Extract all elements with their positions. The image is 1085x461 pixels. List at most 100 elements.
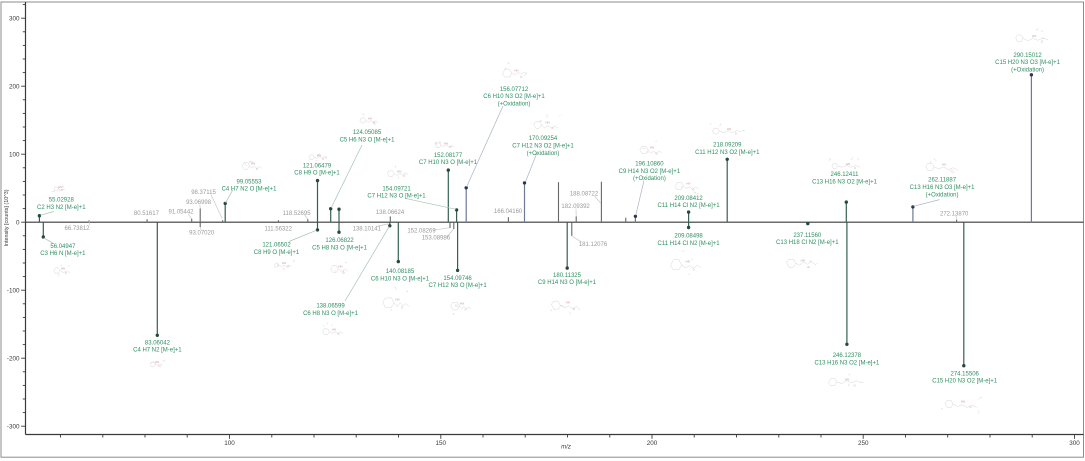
svg-text:O: O bbox=[401, 306, 404, 310]
svg-text:O: O bbox=[693, 268, 696, 272]
svg-text:83.06042: 83.06042 bbox=[145, 340, 171, 346]
svg-text:93.07020: 93.07020 bbox=[189, 231, 215, 237]
svg-text:HN: HN bbox=[942, 162, 946, 166]
svg-text:HN: HN bbox=[650, 145, 654, 149]
svg-text:O: O bbox=[655, 151, 658, 155]
svg-text:C11 H14 Cl N2 [M-e]+1: C11 H14 Cl N2 [M-e]+1 bbox=[658, 203, 721, 209]
svg-text:HN: HN bbox=[727, 127, 731, 131]
svg-text:C4 H7 N2 O [M-e]+1: C4 H7 N2 O [M-e]+1 bbox=[222, 187, 278, 193]
svg-text:O: O bbox=[337, 332, 340, 336]
svg-text:O: O bbox=[61, 188, 64, 192]
svg-text:196.10860: 196.10860 bbox=[635, 162, 664, 168]
svg-text:HN: HN bbox=[338, 264, 342, 268]
svg-text:C5 H8 N3 O [M-e]+1: C5 H8 N3 O [M-e]+1 bbox=[312, 245, 368, 251]
svg-text:HN: HN bbox=[282, 261, 286, 265]
svg-text:C3 H6 N [M-e]+1: C3 H6 N [M-e]+1 bbox=[40, 251, 86, 257]
svg-text:121.06502: 121.06502 bbox=[262, 243, 291, 249]
svg-text:O: O bbox=[520, 75, 523, 79]
svg-text:C8 H9 O [M-e]+1: C8 H9 O [M-e]+1 bbox=[254, 250, 300, 256]
svg-text:C2 H3 N2 [M-e]+1: C2 H3 N2 [M-e]+1 bbox=[37, 205, 86, 211]
svg-text:140.08185: 140.08185 bbox=[386, 269, 415, 275]
svg-text:274.15506: 274.15506 bbox=[951, 371, 980, 377]
svg-text:O: O bbox=[322, 157, 325, 161]
svg-text:O: O bbox=[373, 121, 376, 125]
svg-text:O: O bbox=[1041, 39, 1044, 43]
svg-text:O: O bbox=[950, 168, 953, 172]
svg-text:C7 H12 N3 O [M-e]+1: C7 H12 N3 O [M-e]+1 bbox=[367, 194, 426, 200]
svg-text:138.06599: 138.06599 bbox=[316, 304, 345, 310]
svg-text:(+Oxidation): (+Oxidation) bbox=[498, 101, 531, 107]
svg-text:HN: HN bbox=[444, 141, 448, 145]
svg-text:O: O bbox=[854, 166, 857, 170]
svg-text:O: O bbox=[256, 167, 259, 171]
svg-text:56.04947: 56.04947 bbox=[50, 244, 76, 250]
svg-text:138.06624: 138.06624 bbox=[376, 210, 405, 216]
svg-text:C9 H14 N3 O2 [M-e]+1: C9 H14 N3 O2 [M-e]+1 bbox=[619, 169, 681, 175]
svg-text:(+Oxidation): (+Oxidation) bbox=[1011, 67, 1044, 73]
svg-text:121.06479: 121.06479 bbox=[303, 163, 332, 169]
svg-text:C15 H20 N3 O3 [M-e]+1: C15 H20 N3 O3 [M-e]+1 bbox=[995, 60, 1061, 66]
svg-text:290.15012: 290.15012 bbox=[1013, 53, 1042, 59]
svg-text:HN: HN bbox=[251, 161, 255, 165]
svg-text:300: 300 bbox=[1069, 440, 1080, 447]
svg-text:HN: HN bbox=[368, 116, 372, 120]
svg-text:250: 250 bbox=[858, 440, 869, 447]
svg-text:HN: HN bbox=[317, 153, 321, 157]
svg-text:O: O bbox=[342, 270, 345, 274]
svg-text:HN: HN bbox=[332, 327, 336, 331]
svg-text:80.51617: 80.51617 bbox=[134, 211, 160, 217]
svg-text:HN: HN bbox=[801, 258, 805, 262]
svg-text:-100: -100 bbox=[7, 287, 20, 294]
svg-text:HN: HN bbox=[155, 360, 159, 364]
svg-text:(+Oxidation): (+Oxidation) bbox=[633, 176, 666, 182]
svg-text:55.02928: 55.02928 bbox=[49, 198, 75, 204]
svg-text:152.08177: 152.08177 bbox=[434, 153, 463, 159]
svg-text:C5 H6 N3 O [M-e]+1: C5 H6 N3 O [M-e]+1 bbox=[340, 137, 396, 143]
svg-text:C7 H10 N3 O [M-e]+1: C7 H10 N3 O [M-e]+1 bbox=[419, 160, 478, 166]
svg-text:Intensity [counts] (10^3): Intensity [counts] (10^3) bbox=[4, 189, 10, 246]
svg-text:237.11560: 237.11560 bbox=[793, 233, 822, 239]
svg-text:66.73812: 66.73812 bbox=[64, 226, 90, 232]
svg-text:154.09721: 154.09721 bbox=[382, 186, 411, 192]
svg-text:C11 H12 N3 O2 [M-e]+1: C11 H12 N3 O2 [M-e]+1 bbox=[695, 150, 760, 156]
svg-text:166.04160: 166.04160 bbox=[494, 209, 523, 215]
svg-text:C13 H16 N3 O2 [M-e]+1: C13 H16 N3 O2 [M-e]+1 bbox=[812, 180, 878, 186]
svg-text:209.08498: 209.08498 bbox=[674, 234, 703, 240]
svg-text:150: 150 bbox=[436, 440, 447, 447]
svg-text:(+Oxidation): (+Oxidation) bbox=[926, 192, 959, 198]
svg-text:0: 0 bbox=[16, 219, 20, 226]
svg-text:118.52695: 118.52695 bbox=[283, 211, 312, 217]
svg-text:(+Oxidation): (+Oxidation) bbox=[527, 151, 560, 157]
svg-text:C6 H10 N3 O [M-e]+1: C6 H10 N3 O [M-e]+1 bbox=[371, 277, 430, 283]
svg-text:154.09746: 154.09746 bbox=[443, 276, 472, 282]
svg-text:182.09392: 182.09392 bbox=[561, 204, 590, 210]
svg-text:153.08986: 153.08986 bbox=[422, 236, 451, 242]
svg-text:HN: HN bbox=[460, 301, 464, 305]
svg-text:209.08412: 209.08412 bbox=[674, 196, 703, 202]
svg-text:O: O bbox=[808, 265, 811, 269]
svg-text:HN: HN bbox=[61, 266, 65, 270]
svg-text:O: O bbox=[735, 132, 738, 136]
svg-text:246.12411: 246.12411 bbox=[831, 172, 860, 178]
svg-text:O: O bbox=[65, 271, 68, 275]
svg-text:156.07712: 156.07712 bbox=[500, 87, 529, 93]
svg-text:C13 H18 Cl N2 [M-e]+1: C13 H18 Cl N2 [M-e]+1 bbox=[776, 240, 839, 246]
svg-text:272.13870: 272.13870 bbox=[940, 212, 969, 218]
svg-text:218.09209: 218.09209 bbox=[713, 143, 742, 149]
svg-text:m/z: m/z bbox=[561, 445, 571, 451]
svg-text:C9 H14 N3 O [M-e]+1: C9 H14 N3 O [M-e]+1 bbox=[538, 280, 597, 286]
svg-text:HN: HN bbox=[514, 68, 518, 72]
svg-text:262.11887: 262.11887 bbox=[928, 178, 957, 184]
svg-text:100: 100 bbox=[224, 440, 235, 447]
svg-text:188.08722: 188.08722 bbox=[570, 192, 599, 198]
svg-text:124.05085: 124.05085 bbox=[353, 130, 382, 136]
svg-text:HN: HN bbox=[845, 377, 849, 381]
svg-text:152.08269: 152.08269 bbox=[407, 228, 436, 234]
svg-text:O: O bbox=[403, 174, 406, 178]
svg-text:C15 H20 N3 O2 [M-e]+1: C15 H20 N3 O2 [M-e]+1 bbox=[932, 379, 998, 385]
svg-text:C6 H8 N3 O [M-e]+1: C6 H8 N3 O [M-e]+1 bbox=[303, 311, 359, 317]
svg-text:300: 300 bbox=[9, 15, 20, 22]
svg-text:200: 200 bbox=[9, 83, 20, 90]
svg-text:C8 H9 O [M-e]+1: C8 H9 O [M-e]+1 bbox=[294, 171, 340, 177]
svg-text:O: O bbox=[449, 145, 452, 149]
